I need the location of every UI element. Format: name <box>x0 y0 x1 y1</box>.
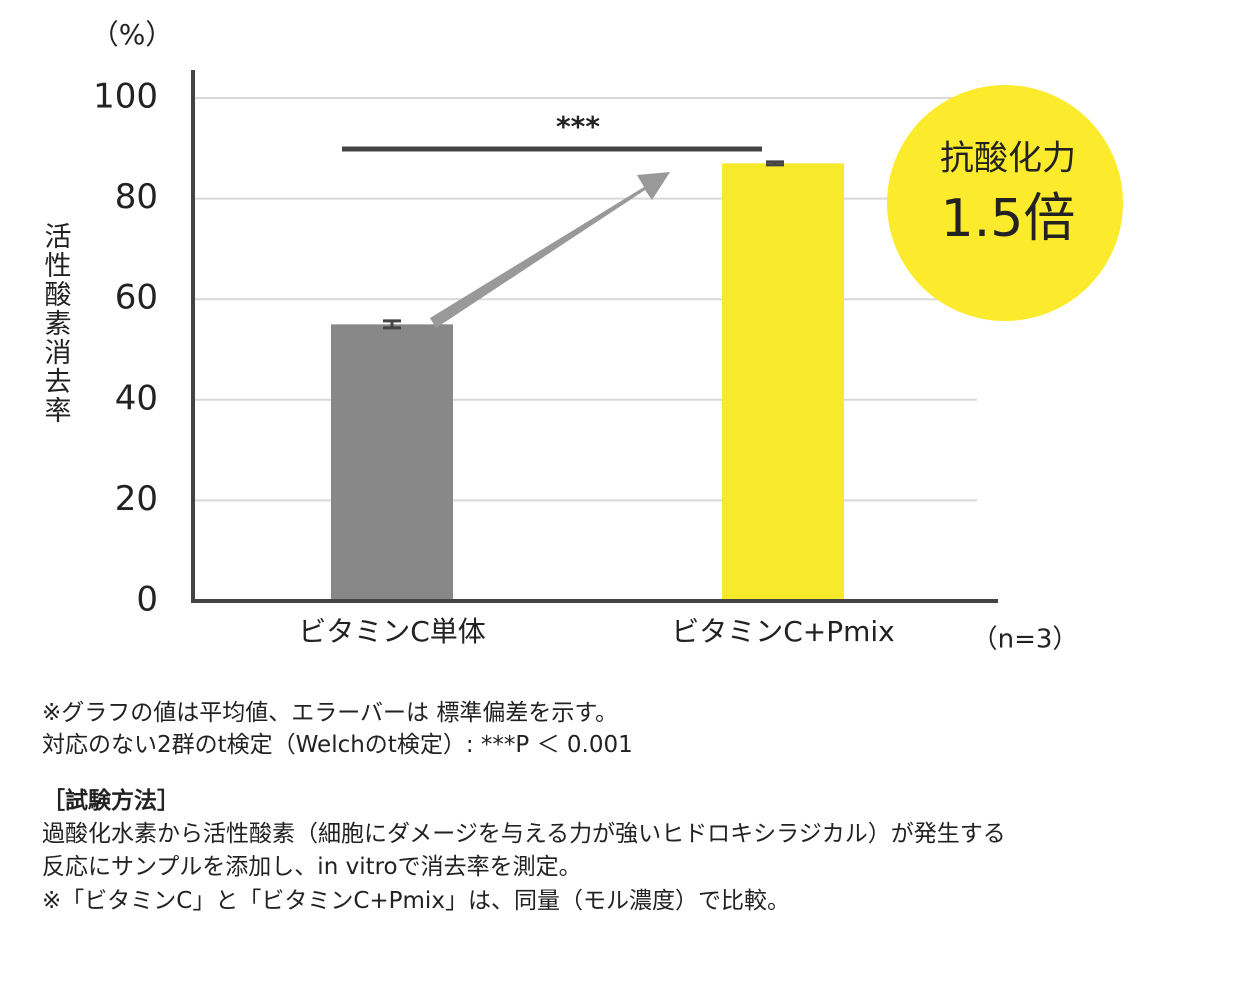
x-tick-label: ビタミンC+Pmix <box>671 615 895 648</box>
error-bar <box>766 160 784 167</box>
y-axis-label: 活性酸素消去率 <box>40 222 72 425</box>
error-bar <box>383 319 401 330</box>
plot <box>331 160 844 601</box>
y-tick-label: 60 <box>115 278 158 318</box>
x-tick-label: ビタミンC単体 <box>298 615 486 648</box>
trend-arrow <box>430 172 670 328</box>
note: ※グラフの値は平均値、エラーバーは 標準偏差を示す。 <box>42 700 619 726</box>
method-line: 過酸化水素から活性酸素（細胞にダメージを与える力が強いヒドロキシラジカル）が発生… <box>42 821 1006 847</box>
y-unit: （%） <box>91 18 174 51</box>
chart: （%） 活性酸素消去率 *** 0 20 40 60 80 100 ビタミンC単体 ビタミンC… <box>40 18 1123 655</box>
bar <box>722 163 844 601</box>
y-tick-label: 20 <box>115 479 158 519</box>
bar <box>331 324 453 601</box>
method-line: 反応にサンプルを添加し、in vitroで消去率を測定。 <box>42 854 582 880</box>
y-tick-label: 0 <box>136 580 158 620</box>
y-tick-label: 40 <box>115 378 158 418</box>
y-tick-label: 80 <box>115 177 158 217</box>
badge <box>887 85 1123 321</box>
significance-label: *** <box>556 110 600 143</box>
note: 対応のない2群のt検定（Welchのt検定）: ***P ＜ 0.001 <box>42 732 633 758</box>
method-line: ※「ビタミンC」と「ビタミンC+Pmix」は、同量（モル濃度）で比較。 <box>42 888 790 914</box>
sample-size: （n=3） <box>972 625 1079 655</box>
badge-title: 抗酸化力 <box>940 139 1076 179</box>
method-heading: ［試験方法］ <box>42 788 180 814</box>
badge-value: 1.5倍 <box>941 189 1076 249</box>
y-tick-label: 100 <box>93 77 158 117</box>
